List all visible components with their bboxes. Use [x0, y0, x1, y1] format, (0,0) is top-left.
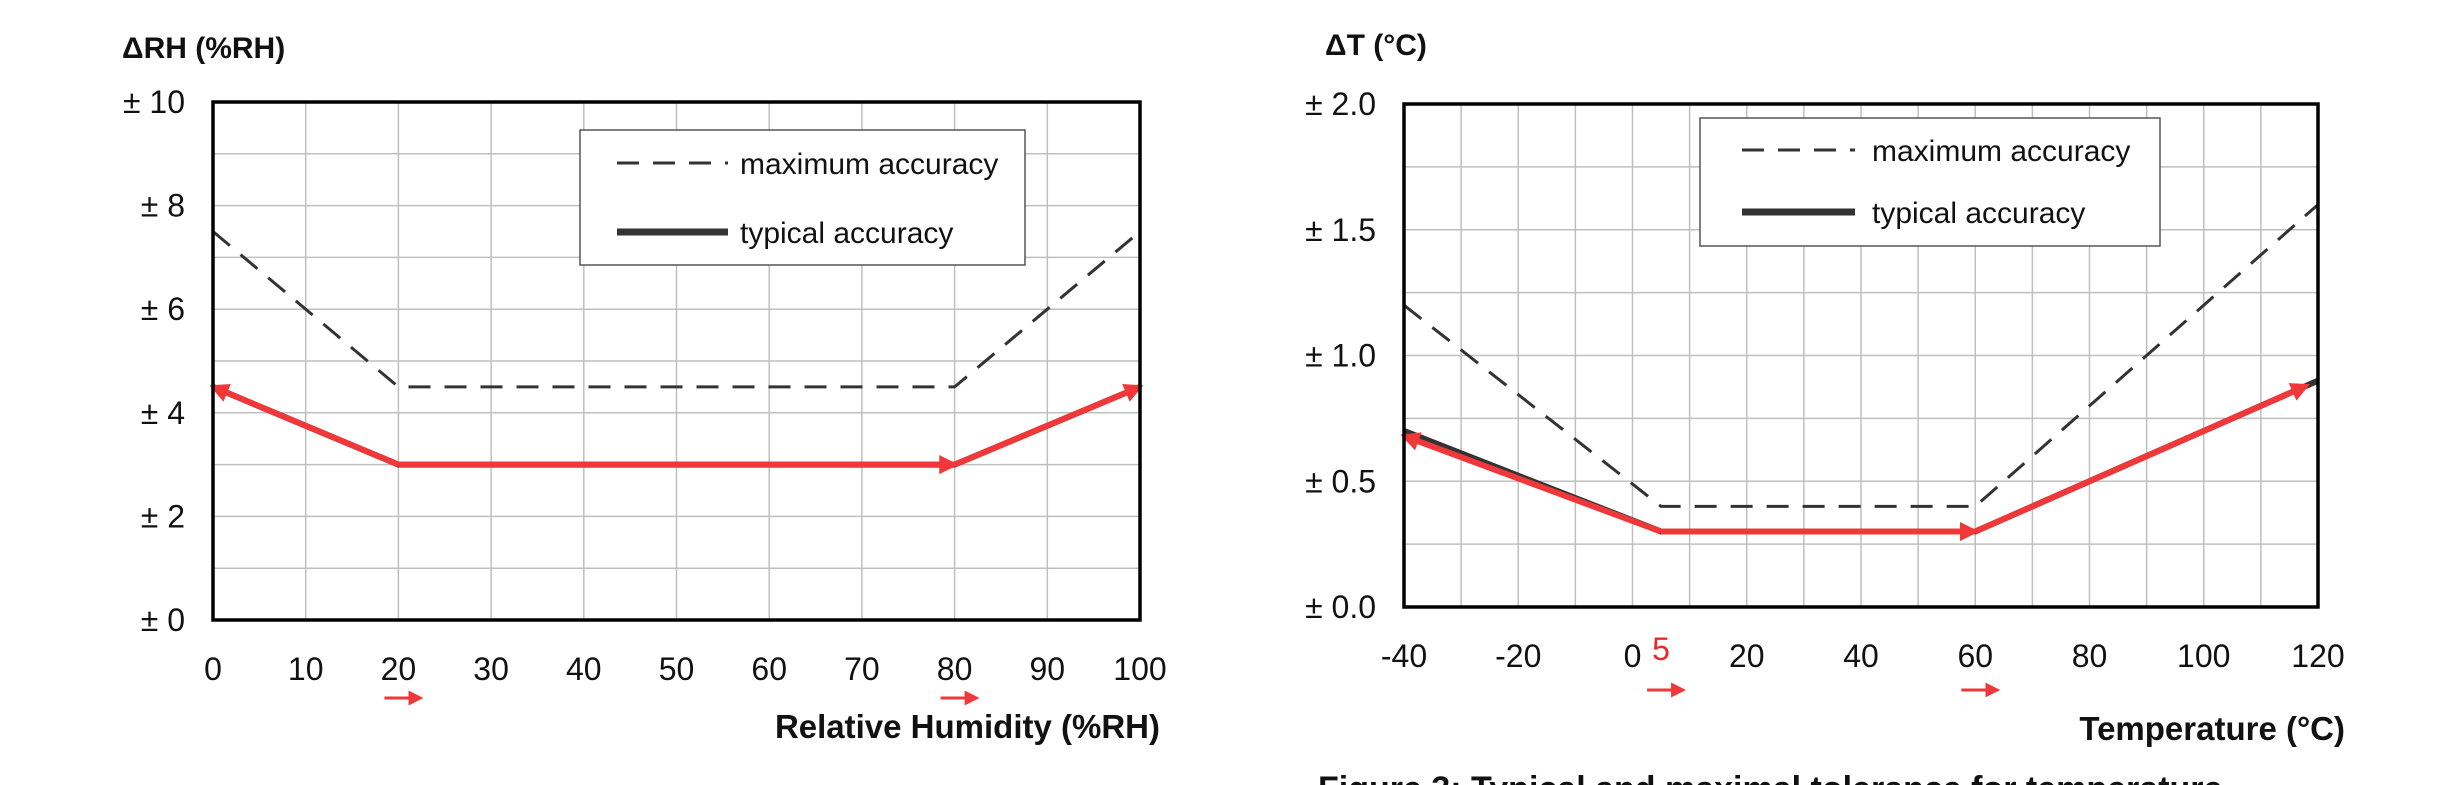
x-tick-label: 100	[2177, 638, 2230, 674]
x-tick-label: 40	[566, 651, 602, 687]
highlight-arrow	[209, 383, 400, 468]
temperature-legend-max-label: maximum accuracy	[1872, 135, 2130, 168]
humidity-highlight-arrows	[209, 383, 1144, 475]
x-tick-label: 10	[288, 651, 324, 687]
humidity-legend-box	[579, 129, 1026, 266]
x-tick-label: 90	[1030, 651, 1066, 687]
x-tick-label: 20	[1729, 638, 1765, 674]
humidity-plot-frame	[211, 100, 1142, 622]
highlight-arrow	[1974, 382, 2311, 535]
humidity-y-axis-title: ΔRH (%RH)	[122, 32, 285, 65]
temperature-y-axis-title: ΔT (°C)	[1325, 29, 1427, 62]
temperature-plot-frame	[1402, 102, 2320, 609]
x-tick-label: -40	[1381, 638, 1427, 674]
y-tick-label: ± 0.0	[1305, 589, 1376, 625]
x-tick-label: -20	[1495, 638, 1541, 674]
humidity-legend-typ-label: typical accuracy	[740, 217, 953, 250]
temperature-x-axis-title: Temperature (°C)	[2079, 710, 2345, 747]
temperature-highlight-arrows	[1400, 382, 2311, 542]
x-tick-label: 0	[1624, 638, 1642, 674]
humidity-tolerance-chart: ± 0 ± 2 ± 4 ± 6 ± 8 ± 10 0 10 20 30 40 50 60 70 80 90 1…	[122, 32, 1167, 745]
x-tick-label: 0	[204, 651, 222, 687]
x-tick-label: 50	[659, 651, 695, 687]
x-tick-label: 80	[937, 651, 973, 687]
x-tick-label: 40	[1843, 638, 1879, 674]
y-tick-label: ± 2	[141, 498, 185, 534]
humidity-y-tick-labels: ± 0 ± 2 ± 4 ± 6 ± 8 ± 10	[123, 84, 185, 638]
temperature-legend-box	[1699, 117, 2161, 247]
y-tick-label: ± 4	[141, 395, 185, 431]
temperature-axis-markers: 5	[1647, 631, 2001, 698]
highlight-arrow	[953, 383, 1144, 468]
maximum-accuracy-line	[1403, 203, 2319, 508]
humidity-legend: maximum accuracy typical accuracy	[579, 129, 1026, 266]
y-tick-label: ± 6	[141, 291, 185, 327]
y-tick-label: ± 1.0	[1305, 338, 1376, 374]
humidity-legend-max-label: maximum accuracy	[740, 148, 998, 181]
figure-caption: Figure 3: Typical and maximal tolerance …	[1318, 770, 2222, 785]
x-tick-label: 30	[473, 651, 509, 687]
x-tick-label: 80	[2072, 638, 2108, 674]
x-tick-label: 60	[1957, 638, 1993, 674]
x-tick-label: 20	[381, 651, 417, 687]
y-tick-label: ± 10	[123, 84, 185, 120]
temperature-tolerance-chart: ± 0.0 ± 0.5 ± 1.0 ± 1.5 ± 2.0 -40 -20 0 20 40 60 8…	[1305, 29, 2345, 747]
y-tick-label: ± 1.5	[1305, 212, 1376, 248]
y-tick-label: ± 0.5	[1305, 463, 1376, 499]
x-tick-label: 120	[2291, 638, 2344, 674]
y-tick-label: ± 0	[141, 602, 185, 638]
temperature-legend-typ-label: typical accuracy	[1872, 197, 2085, 230]
humidity-x-axis-title: Relative Humidity (%RH)	[775, 708, 1160, 745]
humidity-x-tick-labels: 0 10 20 30 40 50 60 70 80 90 100	[204, 651, 1167, 687]
y-tick-label: ± 8	[141, 188, 185, 224]
maximum-accuracy-line	[212, 230, 1141, 389]
y-tick-label: ± 2.0	[1305, 86, 1376, 122]
x-tick-label: 100	[1113, 651, 1166, 687]
axis-marker-label: 5	[1652, 631, 1670, 667]
temperature-y-tick-labels: ± 0.0 ± 0.5 ± 1.0 ± 1.5 ± 2.0	[1305, 86, 1376, 625]
x-tick-label: 60	[751, 651, 787, 687]
x-tick-label: 70	[844, 651, 880, 687]
temperature-legend: maximum accuracy typical accuracy	[1699, 117, 2161, 247]
highlight-arrow	[1400, 432, 1663, 535]
temperature-x-tick-labels: -40 -20 0 20 40 60 80 100 120	[1381, 638, 2345, 674]
